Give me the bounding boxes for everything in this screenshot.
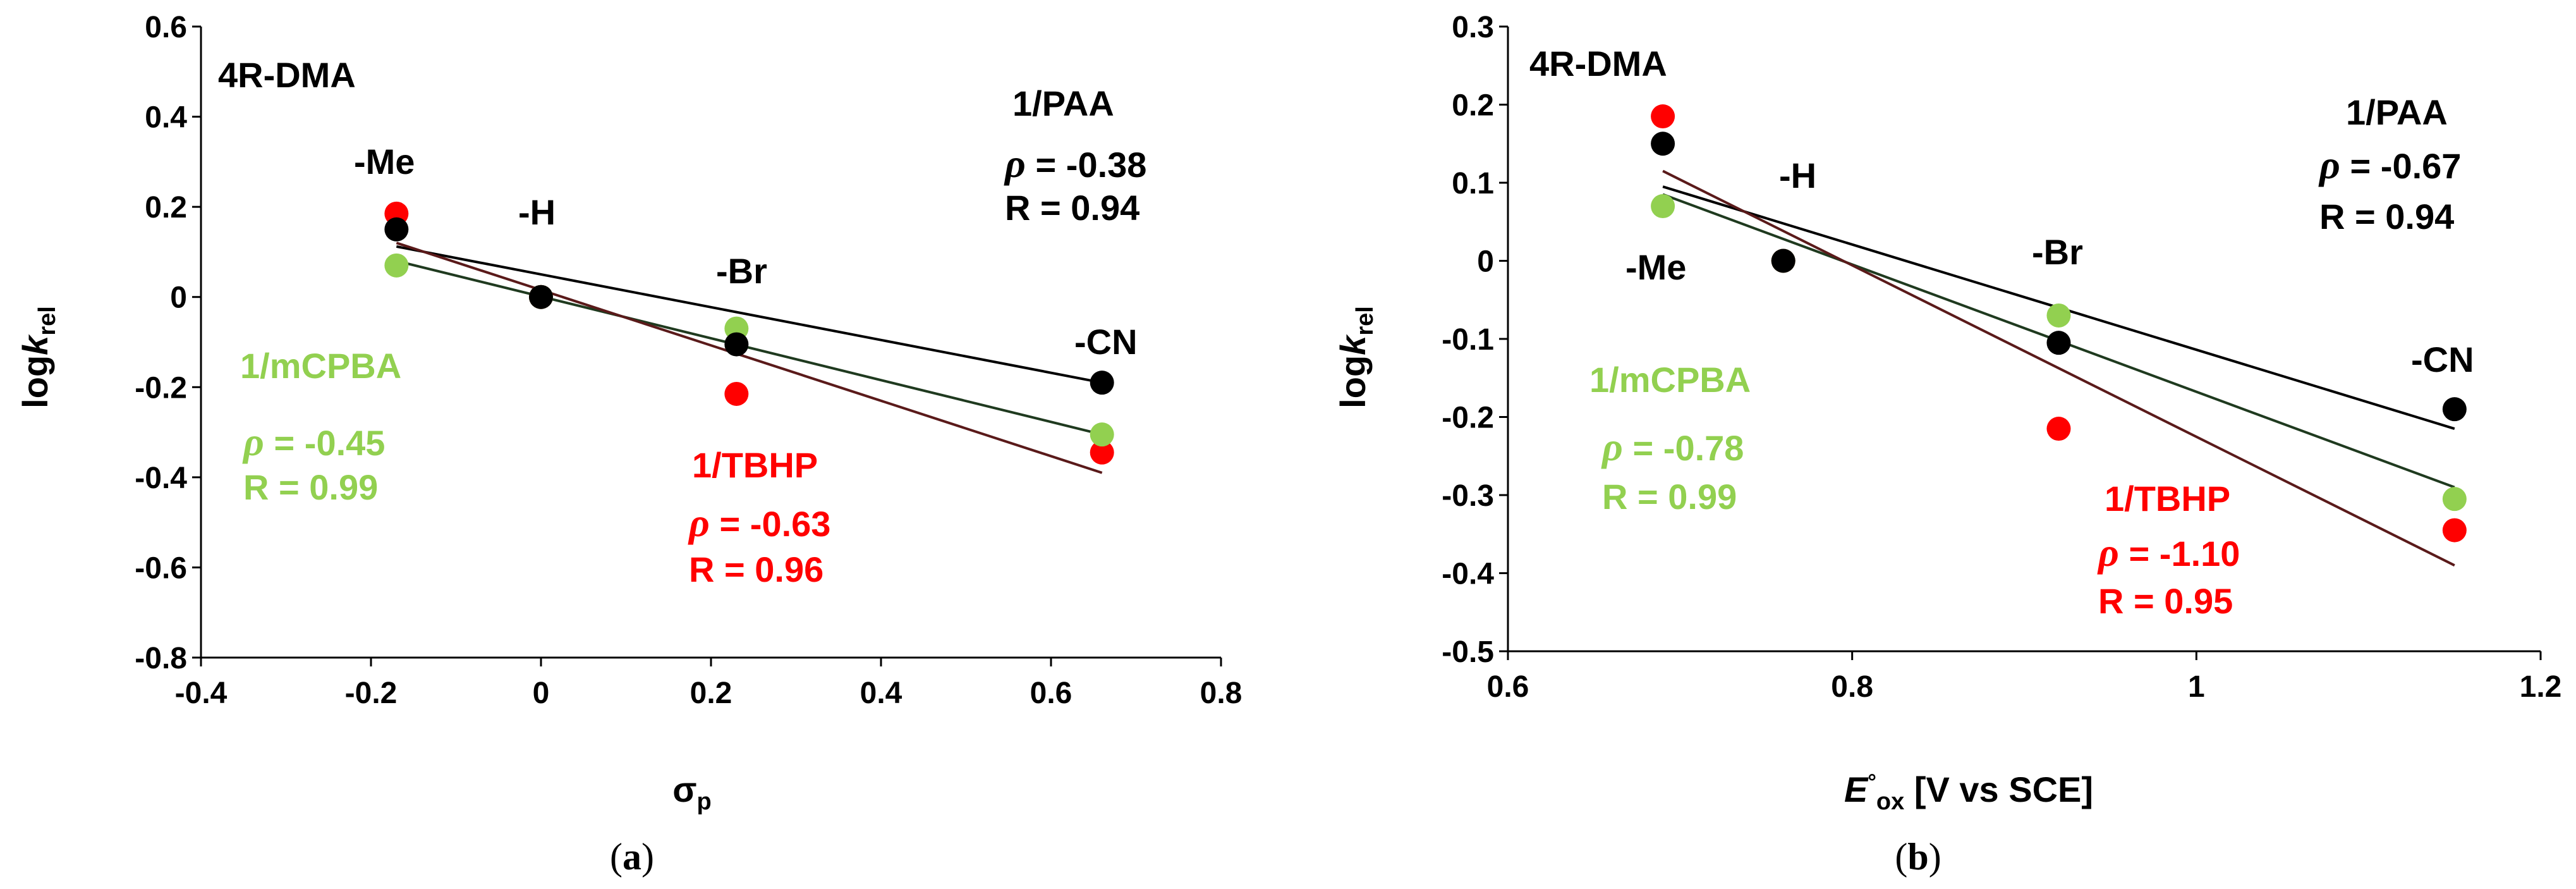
chart-panel-a: logkrel -0.8-0.6-0.4-0.200.20.40.6-0.4 -0… [15, 11, 1242, 878]
x-tick-label: 0.6 [1487, 670, 1529, 704]
substituent-label-me-a: -Me [354, 142, 415, 181]
substituent-label-me-b: -Me [1625, 247, 1686, 287]
fit-line-paa [396, 245, 1103, 384]
y-tick-label: 0 [170, 281, 187, 315]
y-tick-label: -0.4 [135, 462, 187, 495]
r-value-mcpba-b: R = 0.99 [1602, 477, 1737, 517]
data-point-mcpba [1651, 194, 1675, 219]
x-tick-label: -0.2 [345, 677, 398, 710]
x-tick-label: 0.2 [690, 677, 732, 710]
r-value-tbhp-a: R = 0.96 [689, 549, 823, 589]
y-tick-label: 0 [1477, 245, 1494, 279]
substituent-label-cn-a: -CN [1074, 322, 1138, 362]
fit-line-mcpba [396, 259, 1103, 436]
chart-title-b: 4R-DMA [1529, 44, 1667, 83]
x-tick-label: 0.8 [1831, 670, 1873, 704]
rho-tbhp-a: ρ = -0.63 [688, 500, 830, 545]
caption-a: (a) [610, 836, 654, 878]
y-tick-label: -0.2 [1442, 402, 1494, 435]
x-tick-label: 1 [2188, 670, 2205, 704]
data-point-paa [2442, 397, 2467, 422]
r-value-tbhp-b: R = 0.95 [2098, 581, 2233, 621]
series-name-paa-b: 1/PAA [2346, 92, 2448, 132]
x-tick-label: -0.4 [175, 677, 228, 710]
x-tick-label: 0.8 [1200, 677, 1242, 710]
y-axis-label-b: logkrel [1333, 306, 1378, 408]
data-points-a [384, 201, 1114, 465]
data-point-paa [1090, 371, 1114, 395]
y-tick-label: 0.6 [145, 11, 187, 44]
x-axis-label-a: σp [672, 769, 712, 815]
x-tick-label: 0.4 [860, 677, 902, 710]
y-tick-label: 0.1 [1452, 167, 1494, 200]
rho-mcpba-a: ρ = -0.45 [242, 419, 385, 464]
axes-b: -0.5 -0.4 -0.3 -0.2 -0.1 0 0.1 0.2 0.3 0.6 0.8 1 1.2 [1442, 11, 2561, 704]
data-point-paa [1771, 248, 1795, 273]
r-value-paa-b: R = 0.94 [2319, 197, 2454, 236]
data-points-b [1651, 104, 2467, 543]
y-tick-label: 0.2 [145, 191, 187, 224]
data-point-tbhp [724, 381, 749, 406]
y-tick-label: -0.4 [1442, 558, 1494, 591]
x-tick-label: 1.2 [2520, 670, 2562, 704]
y-tick-label: -0.3 [1442, 479, 1494, 513]
data-point-tbhp [2442, 518, 2467, 543]
series-name-paa-a: 1/PAA [1012, 83, 1114, 123]
series-name-mcpba-a: 1/mCPBA [240, 346, 401, 386]
data-point-paa [529, 285, 553, 309]
substituent-label-h-b: -H [1779, 156, 1816, 195]
rho-paa-a: ρ = -0.38 [1004, 141, 1146, 186]
data-point-mcpba [2046, 303, 2071, 328]
chart-panel-b: logkrel -0.5 -0.4 -0.3 -0.2 -0.1 0 0.1 0.2 0.3 0.… [1333, 11, 2561, 878]
rho-mcpba-b: ρ = -0.78 [1601, 424, 1744, 469]
series-name-tbhp-a: 1/TBHP [692, 445, 818, 485]
axes-a: -0.8 -0.6 -0.4 -0.2 0 0.2 0.4 0.6 -0.4 -0.2 0 0.2 0.… [135, 11, 1242, 710]
y-tick-label: 0.3 [1452, 11, 1494, 44]
r-value-paa-a: R = 0.94 [1005, 188, 1139, 228]
y-tick-label: -0.1 [1442, 323, 1494, 357]
x-axis-label-b: E°ox [V vs SCE] [1844, 769, 2093, 815]
rho-tbhp-b: ρ = -1.10 [2097, 530, 2240, 575]
rho-paa-b: ρ = -0.67 [2318, 142, 2461, 187]
data-point-tbhp [1651, 104, 1675, 129]
y-tick-label: 0.4 [145, 101, 187, 135]
x-tick-label: 0.6 [1030, 677, 1072, 710]
y-tick-label: -0.5 [1442, 635, 1494, 669]
data-point-paa [2046, 331, 2071, 355]
y-tick-label: -0.2 [135, 371, 187, 405]
chart-title-a: 4R-DMA [218, 55, 356, 95]
substituent-label-br-a: -Br [716, 251, 767, 291]
data-point-tbhp [1090, 440, 1114, 465]
series-name-tbhp-b: 1/TBHP [2105, 479, 2230, 518]
substituent-label-h-a: -H [518, 192, 556, 232]
substituent-label-cn-b: -CN [2411, 340, 2474, 379]
data-point-mcpba [384, 253, 409, 278]
y-axis-label-a: logkrel [15, 306, 61, 408]
caption-b: (b) [1895, 836, 1941, 878]
y-tick-label: -0.8 [135, 642, 187, 675]
data-point-paa [384, 217, 409, 242]
series-name-mcpba-b: 1/mCPBA [1589, 360, 1751, 400]
r-value-mcpba-a: R = 0.99 [243, 467, 378, 507]
fit-line-tbhp [396, 242, 1103, 474]
y-tick-label: 0.2 [1452, 89, 1494, 123]
data-point-mcpba [2442, 487, 2467, 512]
x-tick-label: 0 [533, 677, 550, 710]
fit-line-tbhp [1662, 169, 2455, 567]
data-point-mcpba [1090, 422, 1114, 447]
fit-lines-a [396, 242, 1103, 474]
y-tick-label: -0.6 [135, 551, 187, 585]
data-point-paa [724, 332, 749, 357]
data-point-paa [1651, 132, 1675, 156]
substituent-label-br-b: -Br [2032, 232, 2083, 272]
data-point-tbhp [2046, 417, 2071, 441]
